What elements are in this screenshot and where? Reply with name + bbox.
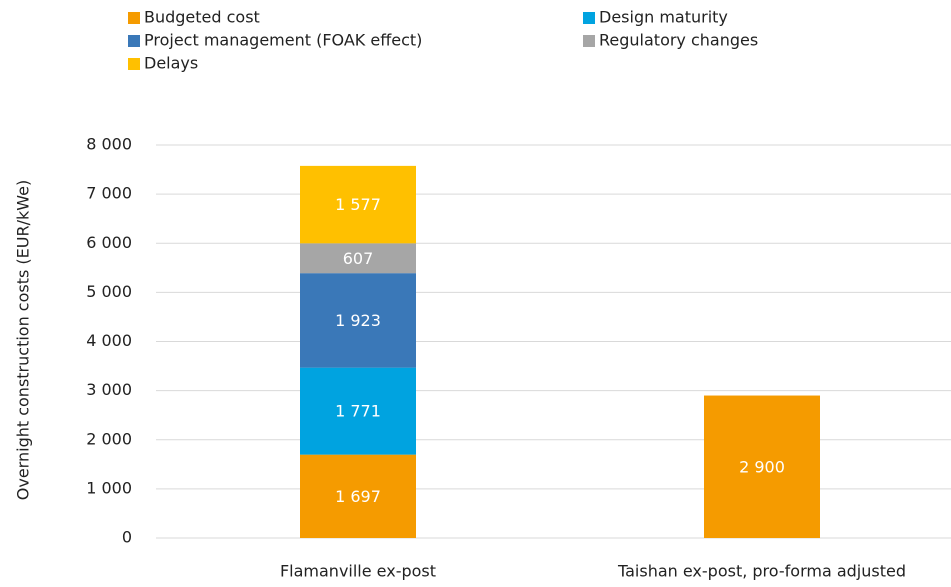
x-tick-label: Flamanville ex-post <box>280 562 436 581</box>
data-label: 1 697 <box>335 487 381 506</box>
bar-segment <box>300 367 416 455</box>
data-label: 1 923 <box>335 311 381 330</box>
legend-swatch <box>128 35 140 47</box>
data-label: 1 577 <box>335 195 381 214</box>
legend-label: Budgeted cost <box>144 8 260 27</box>
bar-segment <box>300 243 416 274</box>
y-tick-label: 0 <box>122 528 132 547</box>
x-tick-label: Taishan ex-post, pro-forma adjusted <box>617 562 906 581</box>
legend-label: Design maturity <box>599 8 728 27</box>
y-tick-label: 2 000 <box>86 429 132 448</box>
y-tick-label: 1 000 <box>86 478 132 497</box>
bar-segment <box>300 273 416 368</box>
legend-label: Delays <box>144 54 198 73</box>
data-label: 1 771 <box>335 402 381 421</box>
legend-swatch <box>128 58 140 70</box>
data-label: 607 <box>343 249 374 268</box>
legend-swatch <box>128 12 140 24</box>
legend-label: Project management (FOAK effect) <box>144 31 422 50</box>
y-tick-label: 6 000 <box>86 233 132 252</box>
data-label: 2 900 <box>739 457 785 476</box>
y-tick-label: 3 000 <box>86 380 132 399</box>
y-tick-label: 8 000 <box>86 135 132 154</box>
bar-segment <box>704 395 820 538</box>
y-axis-title: Overnight construction costs (EUR/kWe) <box>14 180 33 500</box>
bar-segment <box>300 165 416 244</box>
y-tick-label: 7 000 <box>86 184 132 203</box>
bar-segment <box>300 454 416 538</box>
legend-swatch <box>583 12 595 24</box>
y-tick-label: 5 000 <box>86 282 132 301</box>
legend-label: Regulatory changes <box>599 31 758 50</box>
legend-swatch <box>583 35 595 47</box>
y-tick-label: 4 000 <box>86 331 132 350</box>
